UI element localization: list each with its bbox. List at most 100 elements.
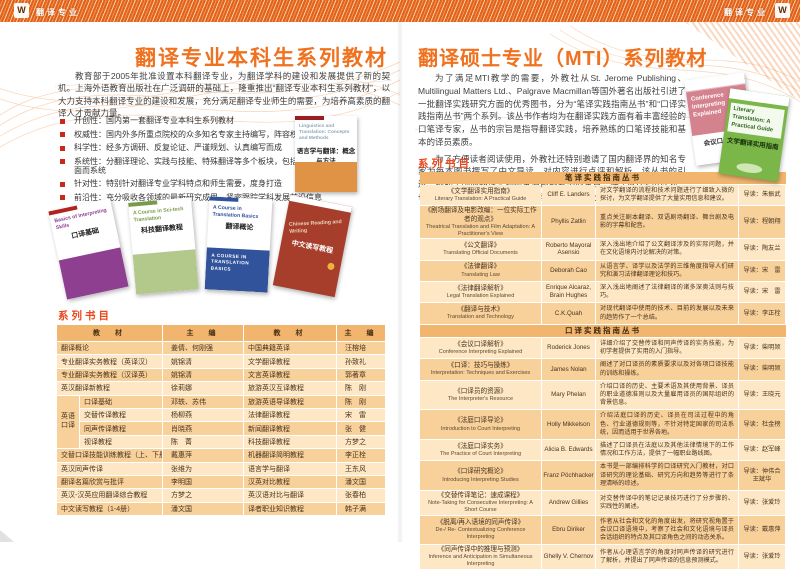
book-title-en: Inference and Anticipation in Simultaneo… — [428, 554, 533, 568]
book-row: 《口译员的资源》 The Interpreter's Resource Mary P… — [420, 380, 786, 410]
textbook-cell: 译者职业知识教程 — [244, 502, 336, 516]
editor-cell: 邓轶、苏伟 — [163, 395, 243, 408]
cover-badge — [326, 262, 336, 271]
cover-color-block — [132, 249, 199, 295]
column-header: 主 编 — [337, 325, 385, 341]
cover-title-en: Linguistics and Translation: Concepts an… — [299, 124, 350, 142]
cover-color-block — [58, 247, 129, 300]
editor-cell: 李正栓 — [337, 449, 385, 462]
cover-color-block: A COURSE IN TRANSLATION BASICS — [204, 247, 270, 293]
description-cell: 深入浅出地介绍了公文翻译涉及的实际问题，并在文化语境内讨论解决的对策。 — [596, 239, 738, 260]
book-row: 《剧场翻译及电影改编：一位实际工作者的观点》 Theatrical Transla… — [420, 206, 786, 239]
editor-cell: 陈 刚 — [337, 382, 385, 395]
cover-title-en: Literary Translation: A Practical Guide — [727, 102, 785, 140]
series-tag-left: 翻译专业 — [36, 8, 80, 17]
guide-reader-cell: 导读：柴明颎 — [739, 359, 785, 380]
page-curl — [0, 530, 14, 542]
textbook-cell: 交替传译教程 — [80, 408, 162, 422]
book-cover-scitech-translation: A Course in Sci-tech Translation 科技翻译教程 — [128, 197, 199, 295]
series-list-heading: 系列书目 — [418, 158, 472, 170]
description-cell: 重点关注剧本翻译、双语剧场翻译、舞台剧及电影的字幕和配音。 — [596, 206, 738, 239]
cover-title-cn: 翻译概论 — [225, 222, 254, 232]
textbook-cell: 汉英对比教程 — [244, 475, 336, 489]
author-cell: Roderick Jones — [542, 337, 595, 359]
book-title-en: Introduction to Court Interpreting — [440, 425, 521, 432]
book-title-en: Translating Official Documents — [443, 250, 518, 257]
column-header: 主 编 — [163, 325, 243, 341]
textbook-cell: 文学翻译教程 — [244, 355, 336, 368]
book-cover-chinese-reading-writing: Chinese Reading and Writing 中文读写教程 — [272, 194, 353, 298]
author-cell: C.K.Quah — [542, 303, 595, 324]
column-header: 教 材 — [57, 325, 162, 341]
book-title-en: Theatrical Translation and Film Adaptati… — [425, 223, 536, 237]
book-title-en: The Interpreter's Resource — [447, 395, 514, 402]
book-title-cn: 《口译员的资源》 — [454, 387, 507, 395]
textbook-cell: 科技翻译教程 — [244, 435, 336, 449]
book-title-en: Note-Taking for Consecutive Interpreting… — [428, 500, 533, 513]
book-title-cell: 《口译员的资源》 The Interpreter's Resource — [420, 380, 541, 410]
editor-cell: 汪榕培 — [337, 342, 385, 355]
table-row: 英汉翻译新教程 徐莉娜 旅游英汉互译教程陈 刚 — [57, 382, 385, 395]
book-title-cn: 《翻译与技术》 — [457, 306, 504, 314]
author-cell: Holly Mikkelson — [542, 410, 595, 440]
textbook-cell: 英汉-汉英应用翻译综合教程 — [57, 489, 162, 502]
table-header-row: 教 材 主 编 教 材 主 编 — [57, 325, 385, 341]
editor-cell: 姜倩、何刚强 — [163, 342, 243, 355]
table-row: 中文读写教程（1-4册） 潘文国 译者职业知识教程 韩子满 — [57, 502, 385, 516]
description-cell: 本书是一部编排科学的口译研究入门教材，对口译研究的理论基础、研究方向和趋势等进行… — [596, 461, 738, 491]
book-row: 《公文翻译》 Translating Official Documents Robe… — [420, 239, 786, 260]
series-band: 笔译实践指南丛书 — [420, 172, 786, 184]
textbook-cell: 英汉同声传译 — [57, 462, 162, 475]
editor-cell: 郭著章 — [337, 368, 385, 382]
book-title-cell: 《交替传译笔记：速成课程》 Note-Taking for Consecutive… — [420, 491, 541, 515]
guide-reader-cell: 导读：张爱玲 — [739, 491, 785, 515]
textbook-cell: 机器翻译简明教程 — [244, 449, 336, 462]
editor-cell: 孙致礼 — [337, 355, 385, 368]
cover-title-cn: 语言学与翻译：概念与方法 — [296, 147, 356, 165]
editor-cell: 戴惠萍 — [163, 449, 243, 462]
book-row: 《交替传译笔记：速成课程》 Note-Taking for Consecutive… — [420, 491, 786, 515]
description-cell: 对交替传译中的笔记记录技巧进行了分步骤的、实践性的阐述。 — [596, 491, 738, 515]
description-cell: 详细介绍了交替传译和同声传译的实务技能，为初学者提供了实用的入门指导。 — [596, 337, 738, 359]
textbook-cell: 中文读写教程（1-4册） — [57, 502, 162, 516]
book-title-en: Conference Interpreting Explained — [438, 348, 523, 355]
guide-reader-cell: 导读：赵军峰 — [739, 440, 785, 461]
book-title-cn: 《法律翻译解析》 — [454, 284, 507, 292]
editor-cell: 李明国 — [163, 475, 243, 489]
textbook-cell: 同声传译教程 — [80, 422, 162, 435]
textbook-cell: 专业翻译实务教程（英译汉） — [57, 355, 162, 368]
book-title-cn: 《法庭口译实务》 — [454, 442, 507, 450]
book-title-cn: 《交替传译笔记：速成课程》 — [437, 492, 524, 500]
author-cell: Phyllis Zatlin — [542, 206, 595, 239]
editor-cell: 方梦之 — [163, 489, 243, 502]
book-title-en: Introducing Interpreting Studies — [442, 476, 519, 483]
top-stripe-band — [0, 0, 800, 22]
book-title-cn: 《法庭口译导论》 — [454, 417, 507, 425]
author-cell: Alicia B. Edwards — [542, 440, 595, 461]
guide-reader-cell: 导读：陶友兰 — [739, 239, 785, 260]
book-title-cell: 《同声传译中的推理与预测》 Inference and Anticipation … — [420, 545, 541, 569]
publisher-logo: W — [14, 3, 29, 18]
editor-cell: 张维为 — [163, 462, 243, 475]
book-title-cell: 《口译：技巧与操练》 Interpretation: Techniques and… — [420, 359, 541, 380]
book-cover-literary-translation: Literary Translation: A Practical Guide … — [718, 88, 790, 182]
book-title-cn: 《剧场翻译及电影改编：一位实际工作者的观点》 — [424, 207, 537, 223]
guide-reader-cell: 导读：张爱玲 — [739, 545, 785, 569]
publisher-bar — [295, 116, 324, 120]
textbook-cell: 文言英译教程 — [244, 368, 336, 382]
author-cell: Mary Phelan — [542, 380, 595, 410]
paragraph: 为了满足MTI教学的需要，外教社从St. Jerome Publishing、M… — [418, 73, 686, 147]
editor-cell: 张 健 — [337, 422, 385, 435]
table-row: 英汉同声传译 张维为 语言学与翻译 王东风 — [57, 462, 385, 475]
guide-reader-cell: 导读：程朝翔 — [739, 206, 785, 239]
textbook-cell: 法律翻译教程 — [244, 408, 336, 422]
editor-cell: 韩子满 — [337, 502, 385, 516]
book-title-cell: 《法庭口译实务》 The Practice of Court Interpreti… — [420, 440, 541, 461]
editor-cell: 杨柳燕 — [163, 408, 243, 422]
description-cell: 介绍口译的历史、主要术语及其使用背景、译员的职业道德准则以及大量雇用译员的国际组… — [596, 380, 738, 410]
book-row: 《法律翻译解析》 Legal Translation Explained Enriq… — [420, 281, 786, 303]
intro-paragraph: 教育部于2005年批准设置本科翻译专业，为翻译学科的建设和发展提供了新的契机。上… — [58, 71, 390, 118]
book-title-cell: 《法庭口译导论》 Introduction to Court Interpreti… — [420, 410, 541, 440]
description-cell: 作者从心理语言学的角度对同声传译的研究进行了解析，并提出了同声传译的信息预测模式… — [596, 545, 738, 569]
